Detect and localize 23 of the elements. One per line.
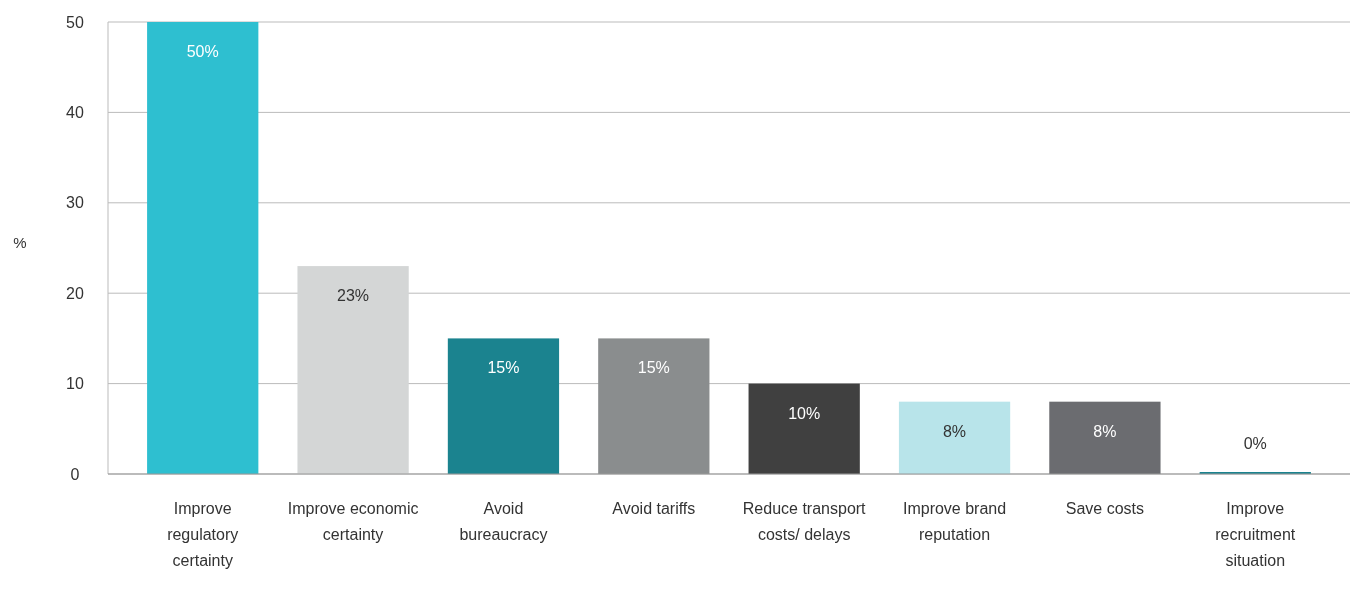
y-tick-label: 40 bbox=[66, 104, 84, 121]
x-tick-label: Save costs bbox=[1065, 500, 1145, 517]
data-label: 0% bbox=[1243, 435, 1267, 452]
x-tick-label: Improve recruitment situation bbox=[1215, 500, 1296, 569]
x-tick-label: Avoid bureaucracy bbox=[459, 500, 548, 543]
data-label: 8% bbox=[1093, 422, 1117, 440]
data-label: 10% bbox=[788, 404, 821, 422]
y-axis-title: % bbox=[13, 234, 27, 251]
data-label: 15% bbox=[487, 359, 520, 377]
x-tick-label: Improve regulatory certainty bbox=[167, 500, 239, 569]
y-tick-label: 20 bbox=[66, 284, 84, 302]
data-label: 8% bbox=[942, 422, 967, 440]
y-tick-label: 10 bbox=[66, 375, 84, 393]
y-tick-label: 0 bbox=[70, 465, 80, 483]
data-label: 50% bbox=[186, 43, 219, 60]
x-tick-label: Avoid tariffs bbox=[612, 500, 696, 517]
y-tick-label: 30 bbox=[66, 194, 84, 212]
x-tick-label: Improve economic certainty bbox=[287, 500, 419, 543]
data-label: 23% bbox=[337, 287, 370, 305]
x-tick-label: Reduce transport costs/ delays bbox=[742, 500, 867, 543]
data-label: 15% bbox=[637, 359, 670, 377]
x-tick-label: Improve brand reputation bbox=[902, 500, 1007, 543]
y-tick-label: 50 bbox=[66, 13, 84, 31]
